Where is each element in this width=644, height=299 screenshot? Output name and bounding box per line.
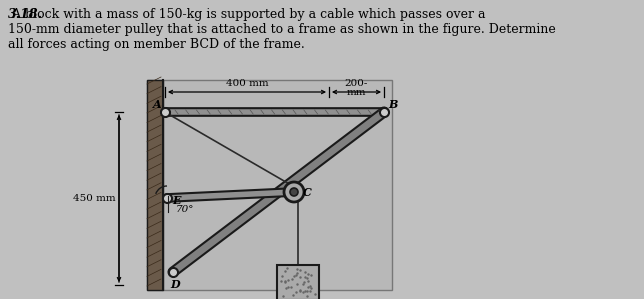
Circle shape [290,188,298,196]
Circle shape [284,182,304,202]
Bar [147,80,163,290]
Text: 3.18.: 3.18. [8,8,43,21]
Text: mm: mm [346,88,366,97]
Text: D: D [170,278,180,289]
Bar [277,265,319,299]
Text: A: A [153,98,161,109]
Text: A block with a mass of 150-kg is supported by a cable which passes over a
150-mm: A block with a mass of 150-kg is support… [8,8,556,51]
Text: B: B [388,100,398,111]
Text: C: C [303,187,312,198]
Text: 450 mm: 450 mm [73,194,116,203]
Text: E: E [173,195,181,205]
Text: 70°: 70° [176,205,194,214]
Text: 200-: 200- [345,79,368,88]
Bar [147,80,392,290]
Text: 400 mm: 400 mm [225,79,269,88]
